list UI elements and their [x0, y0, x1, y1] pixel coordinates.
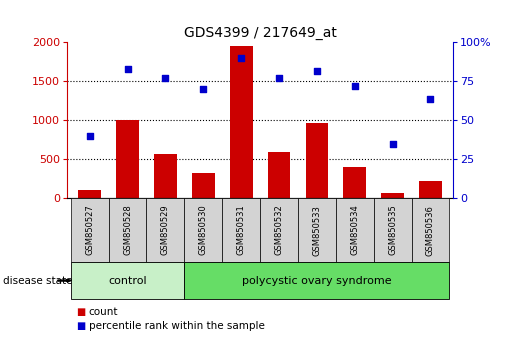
- Text: GSM850529: GSM850529: [161, 205, 170, 256]
- Bar: [78, 190, 101, 198]
- Text: GSM850532: GSM850532: [274, 205, 284, 256]
- Point: [351, 83, 359, 89]
- Text: count: count: [89, 307, 118, 316]
- Text: GSM850535: GSM850535: [388, 205, 397, 256]
- Bar: [381, 193, 404, 198]
- Bar: [154, 154, 177, 198]
- Text: GSM850530: GSM850530: [199, 205, 208, 256]
- Text: control: control: [108, 275, 147, 286]
- Point: [275, 75, 283, 81]
- Text: disease state: disease state: [3, 275, 72, 286]
- Text: ■: ■: [76, 307, 85, 316]
- Title: GDS4399 / 217649_at: GDS4399 / 217649_at: [184, 26, 336, 40]
- Point: [85, 133, 94, 139]
- Text: GSM850534: GSM850534: [350, 205, 359, 256]
- Point: [426, 96, 435, 101]
- Point: [199, 86, 208, 92]
- Text: GSM850536: GSM850536: [426, 205, 435, 256]
- Text: polycystic ovary syndrome: polycystic ovary syndrome: [242, 275, 392, 286]
- Point: [313, 68, 321, 73]
- Bar: [305, 123, 328, 198]
- Bar: [268, 152, 290, 198]
- Point: [124, 66, 132, 72]
- Text: GSM850531: GSM850531: [236, 205, 246, 256]
- Point: [388, 141, 397, 147]
- Bar: [344, 167, 366, 198]
- Bar: [419, 181, 442, 198]
- Text: percentile rank within the sample: percentile rank within the sample: [89, 321, 265, 331]
- Text: GSM850528: GSM850528: [123, 205, 132, 256]
- Bar: [230, 46, 252, 198]
- Point: [161, 75, 169, 81]
- Text: GSM850533: GSM850533: [313, 205, 321, 256]
- Text: ■: ■: [76, 321, 85, 331]
- Point: [237, 55, 245, 61]
- Text: GSM850527: GSM850527: [85, 205, 94, 256]
- Bar: [192, 173, 215, 198]
- Bar: [116, 120, 139, 198]
